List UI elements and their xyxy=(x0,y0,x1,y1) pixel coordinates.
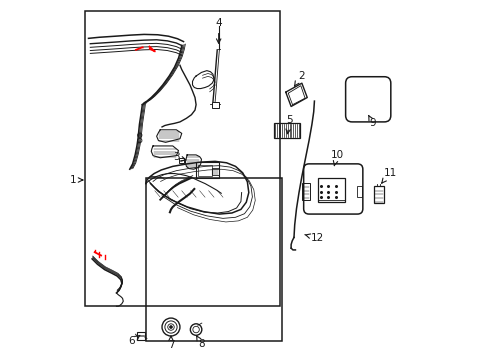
Text: 4: 4 xyxy=(215,18,222,43)
Text: 6: 6 xyxy=(128,335,140,346)
Bar xyxy=(211,168,218,175)
Text: 3: 3 xyxy=(173,152,185,162)
Text: 7: 7 xyxy=(167,336,174,350)
Text: 9: 9 xyxy=(368,116,375,128)
Bar xyxy=(301,183,309,200)
Bar xyxy=(373,186,384,203)
Bar xyxy=(211,102,218,108)
Bar xyxy=(196,162,219,178)
Bar xyxy=(273,123,299,138)
Text: 1: 1 xyxy=(70,175,82,185)
Bar xyxy=(198,165,212,176)
Bar xyxy=(85,12,280,306)
Bar xyxy=(137,332,144,339)
Bar xyxy=(145,178,282,341)
Text: 12: 12 xyxy=(304,233,323,243)
Text: 10: 10 xyxy=(330,150,343,166)
Bar xyxy=(357,186,361,197)
Text: 8: 8 xyxy=(196,336,204,349)
Text: 5: 5 xyxy=(285,115,292,134)
Circle shape xyxy=(169,325,172,328)
Text: 11: 11 xyxy=(381,168,396,183)
Text: 2: 2 xyxy=(294,71,304,86)
Bar xyxy=(178,158,184,163)
Bar xyxy=(317,178,344,202)
